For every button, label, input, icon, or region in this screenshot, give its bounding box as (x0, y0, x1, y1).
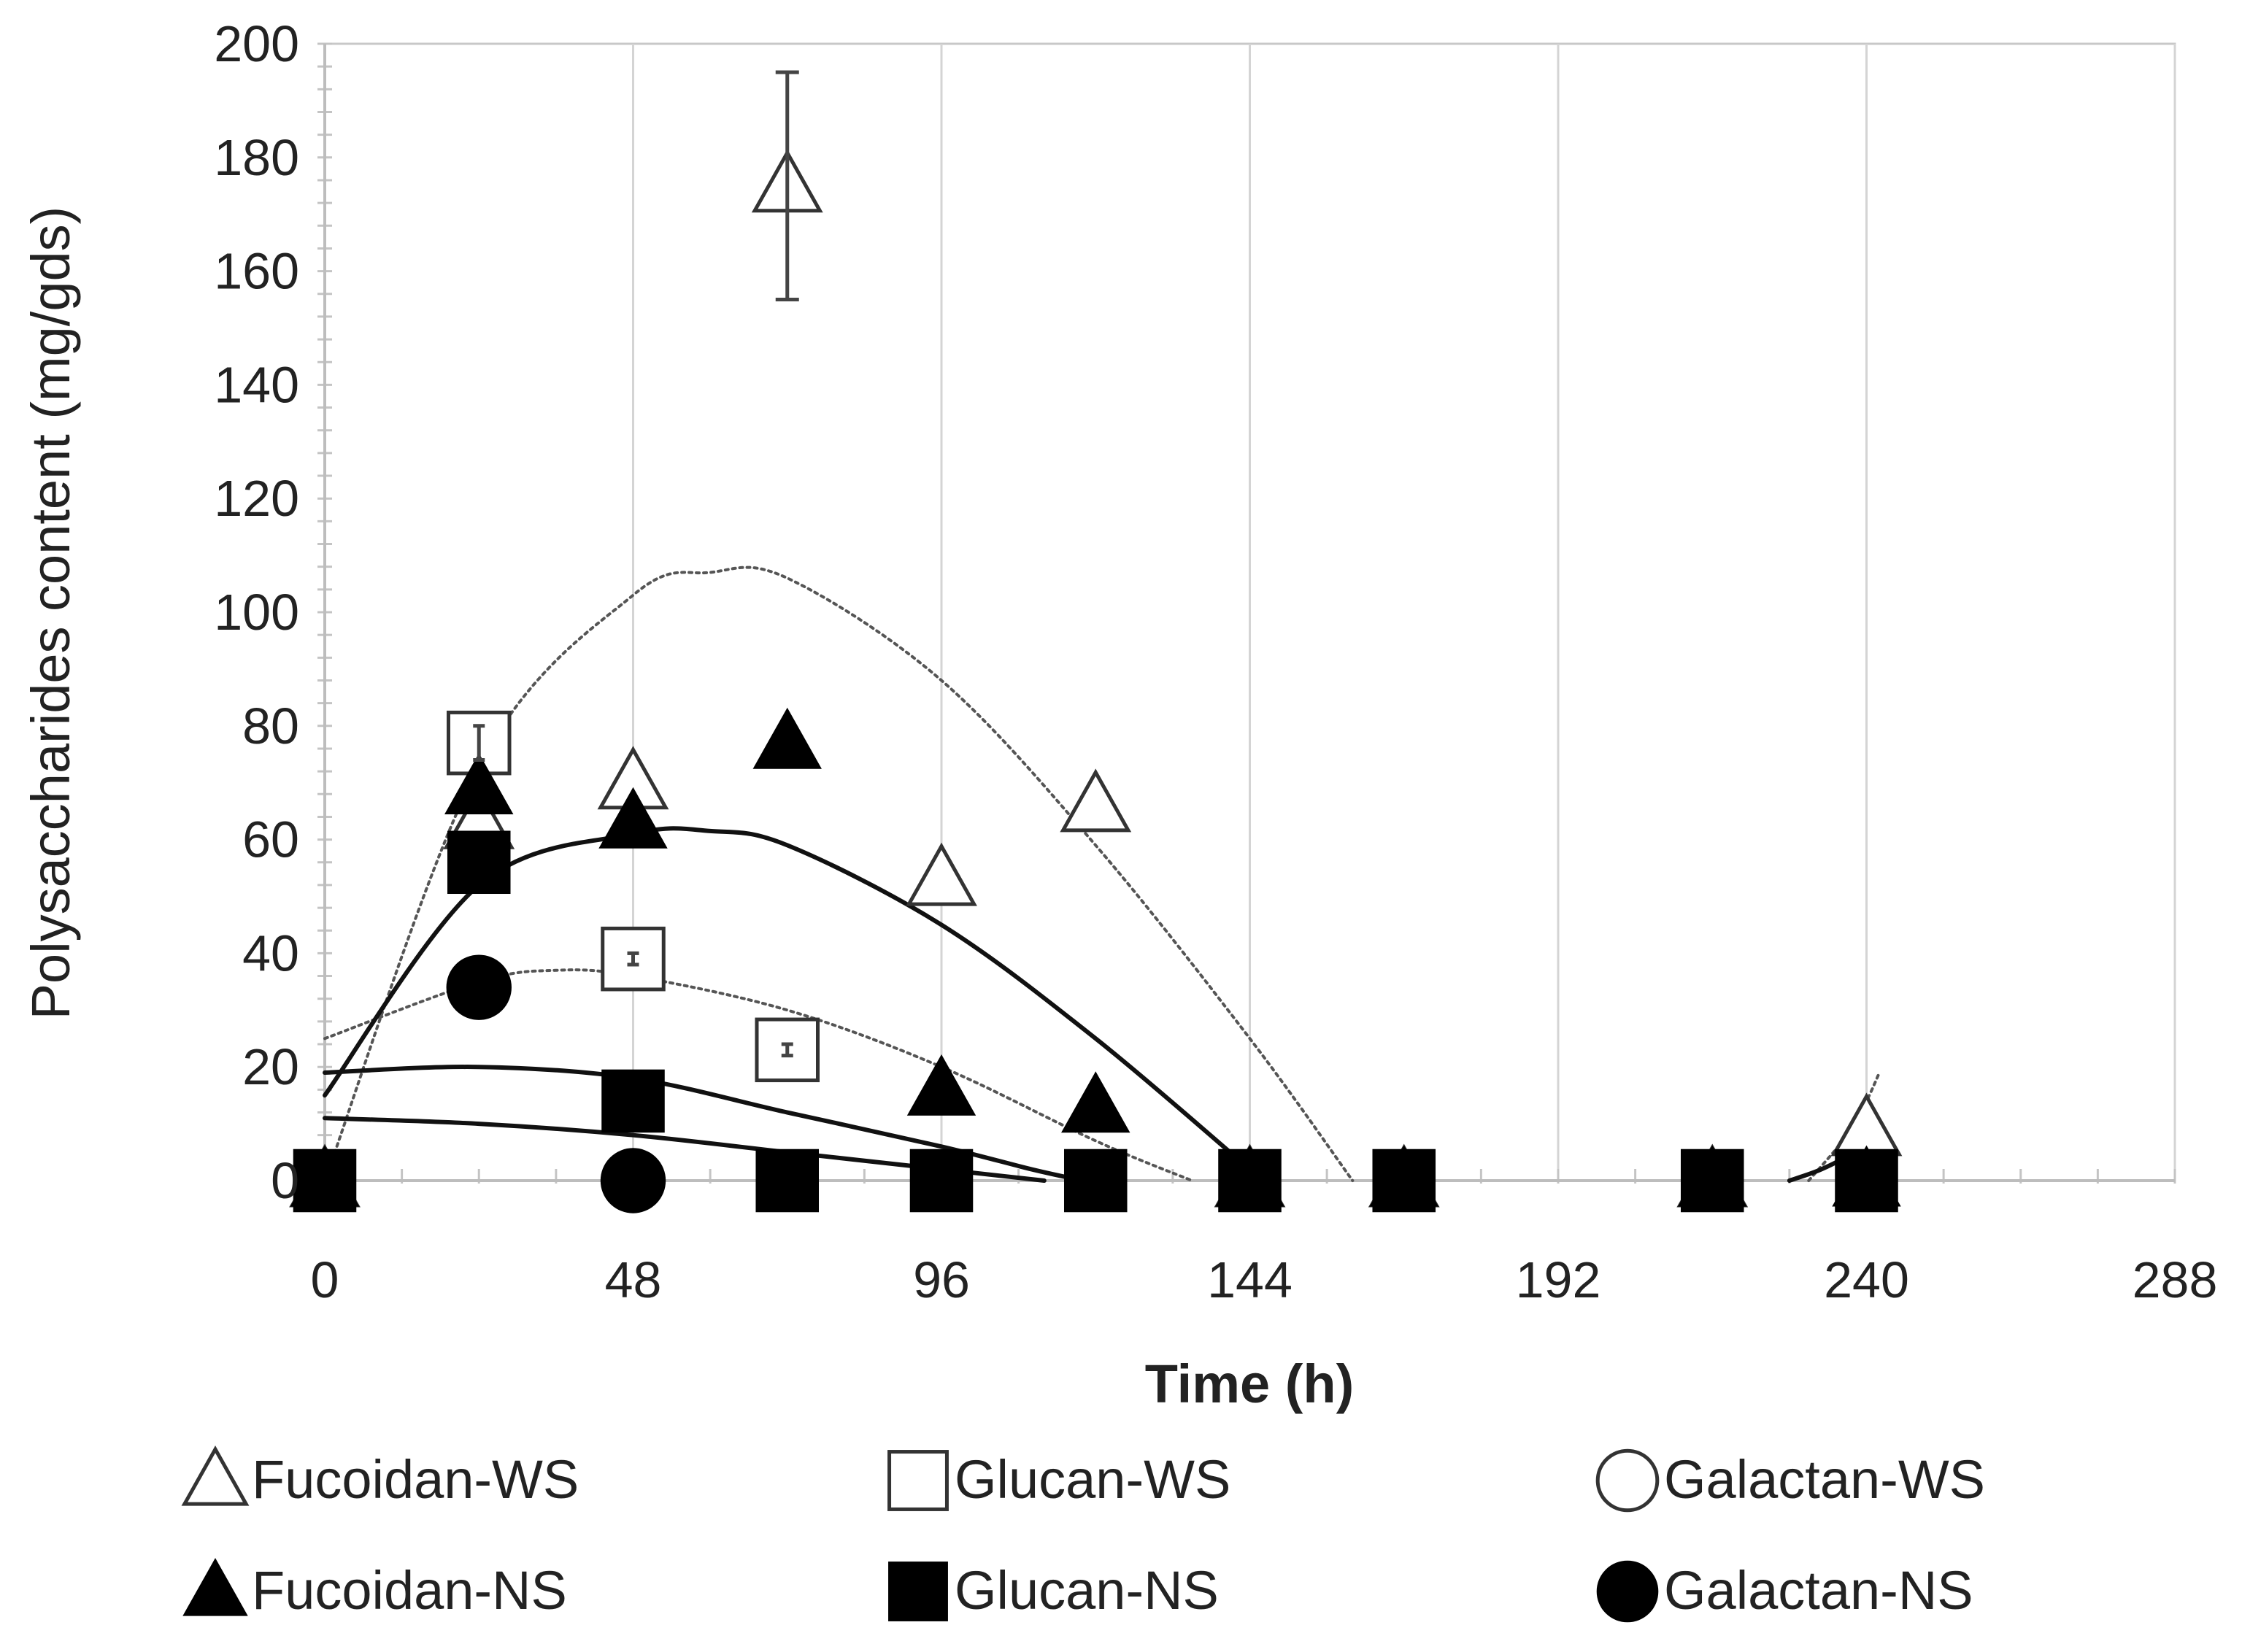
marker-glucan-ns (447, 830, 511, 895)
marker-glucan-ns (1063, 1149, 1128, 1213)
tick-labels: 0 20 40 60 80 100 120 140 160 180 200 0 48 96 144 192 24… (214, 15, 2217, 1308)
series-galactan-ns (446, 954, 666, 1213)
marker-fucoidan-ws (1060, 768, 1132, 833)
x-tick-label: 0 (311, 1251, 339, 1308)
legend-item-fucoidan-ns: Fucoidan-NS (182, 1558, 567, 1621)
marker-fucoidan-ns (752, 707, 822, 769)
marker-glucan-ns (1218, 1149, 1282, 1213)
legend-label: Galactan-NS (1664, 1560, 1973, 1621)
y-tick-label: 180 (214, 129, 299, 186)
legend-label: Glucan-WS (955, 1449, 1230, 1510)
marker-fucoidan-ns (906, 1054, 976, 1116)
marker-glucan-ns (1835, 1149, 1898, 1213)
y-tick-label: 200 (214, 15, 299, 72)
error-bars (473, 70, 799, 1058)
y-tick-label: 20 (242, 1038, 299, 1095)
marker-glucan-ns (293, 1149, 357, 1213)
y-tick-label: 0 (271, 1152, 299, 1209)
legend-item-galactan-ws: Galactan-WS (1595, 1448, 1985, 1513)
x-tick-label: 288 (2133, 1251, 2218, 1308)
series-glucan-ws (446, 710, 820, 1083)
marker-galactan-ns (446, 954, 512, 1020)
y-tick-label: 40 (242, 925, 299, 981)
y-tick-label: 120 (214, 470, 299, 527)
marker-glucan-ns (601, 1069, 665, 1133)
legend-marker-glucan-ns (888, 1562, 948, 1621)
legend-item-glucan-ws: Glucan-WS (887, 1449, 1230, 1511)
y-tick-label: 60 (242, 811, 299, 868)
marker-glucan-ns (1680, 1149, 1744, 1213)
legend-item-fucoidan-ws: Fucoidan-WS (181, 1446, 579, 1510)
plot-area (289, 42, 2176, 1213)
marker-fucoidan-ws (906, 842, 977, 906)
y-tick-label: 80 (242, 698, 299, 754)
x-axis-title: Time (h) (1145, 1354, 1354, 1414)
marker-fucoidan-ns (1061, 1071, 1130, 1133)
legend-label: Galactan-WS (1664, 1449, 1985, 1510)
legend-marker-fucoidan-ns (182, 1558, 248, 1616)
x-tick-label: 48 (605, 1251, 662, 1308)
x-tick-label: 240 (1824, 1251, 1909, 1308)
legend-label: Fucoidan-NS (252, 1560, 567, 1621)
marker-galactan-ns (600, 1148, 666, 1213)
x-tick-label: 144 (1207, 1251, 1293, 1308)
data-markers (289, 149, 1903, 1213)
legend-label: Fucoidan-WS (252, 1449, 579, 1510)
y-tick-label: 160 (214, 243, 299, 300)
marker-glucan-ns (1372, 1149, 1436, 1213)
legend: Fucoidan-WS Glucan-WS Galactan-WS Fucoidan-… (181, 1446, 1985, 1623)
legend-marker-galactan-ws (1595, 1448, 1660, 1513)
marker-fucoidan-ns (598, 787, 668, 849)
x-tick-label: 192 (1516, 1251, 1601, 1308)
legend-marker-glucan-ws (887, 1450, 949, 1511)
y-tick-label: 140 (214, 356, 299, 413)
legend-label: Glucan-NS (955, 1560, 1219, 1621)
marker-glucan-ns (909, 1149, 974, 1213)
y-tick-label: 100 (214, 584, 299, 641)
trendline-glucan-ns-fit (323, 1065, 1085, 1183)
x-tick-label: 96 (913, 1251, 970, 1308)
legend-item-glucan-ns: Glucan-NS (888, 1560, 1219, 1621)
series-glucan-ns (293, 830, 1898, 1213)
legend-marker-galactan-ns (1596, 1560, 1659, 1623)
marker-glucan-ns (755, 1149, 820, 1213)
legend-item-galactan-ns: Galactan-NS (1596, 1560, 1973, 1623)
marker-fucoidan-ns (444, 753, 514, 815)
y-axis-title: Polysaccharides content (mg/gds) (20, 206, 81, 1020)
legend-marker-fucoidan-ws (181, 1446, 250, 1506)
